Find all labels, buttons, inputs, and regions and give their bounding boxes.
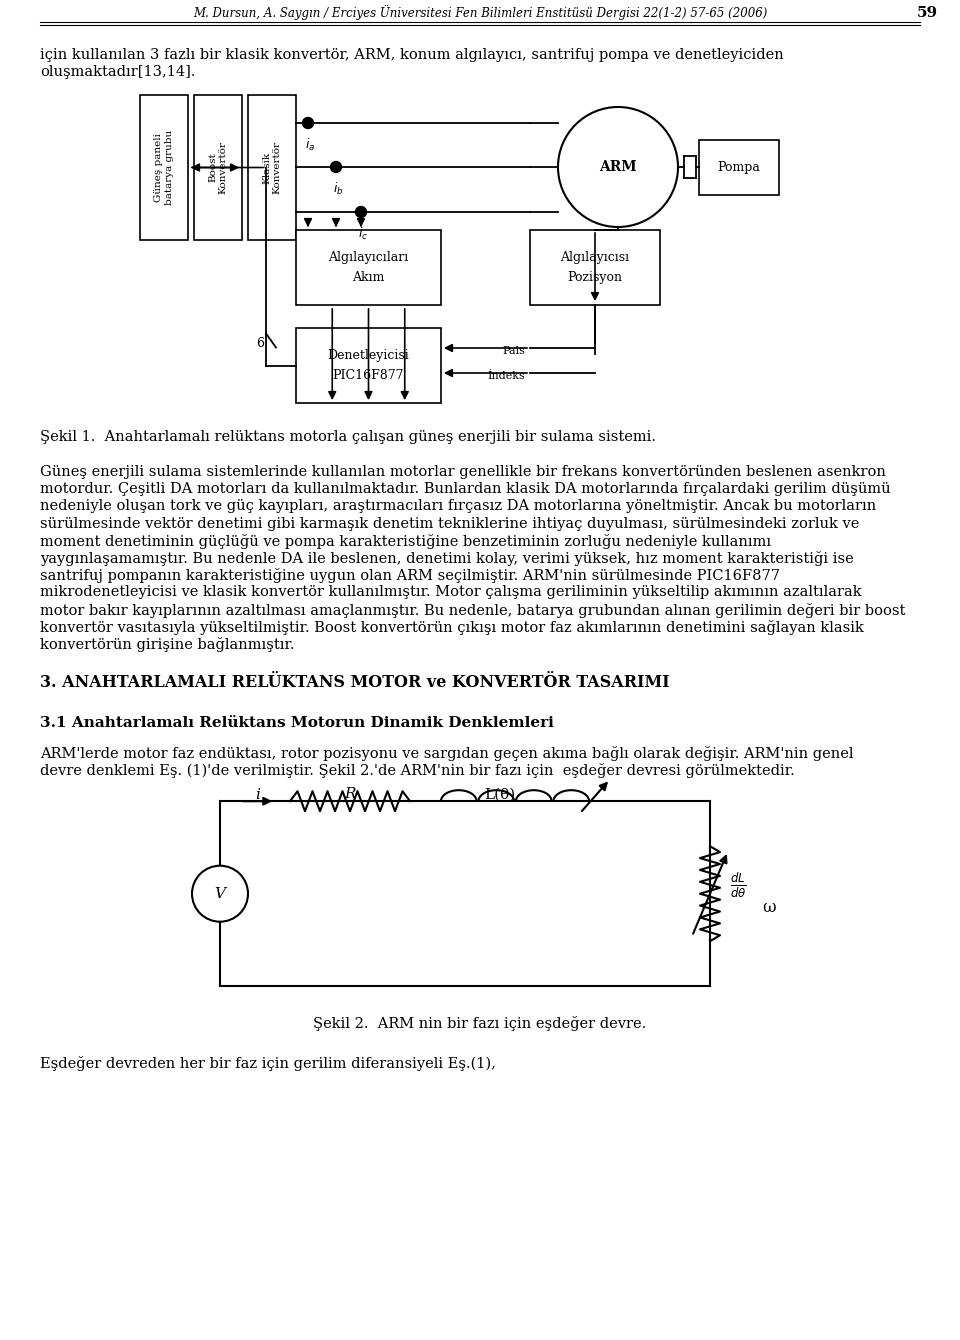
Circle shape <box>330 162 342 173</box>
Text: R: R <box>345 787 356 801</box>
Text: Algılayıcısı: Algılayıcısı <box>561 251 630 264</box>
Text: ARM: ARM <box>599 159 636 174</box>
Text: nedeniyle oluşan tork ve güç kayıpları, araştırmacıları fırçasız DA motorlarına : nedeniyle oluşan tork ve güç kayıpları, … <box>40 500 876 513</box>
Text: $i_c$: $i_c$ <box>358 226 368 243</box>
Text: motordur. Çeşitli DA motorları da kullanılmaktadır. Bunlardan klasik DA motorlar: motordur. Çeşitli DA motorları da kullan… <box>40 482 891 496</box>
Text: ω: ω <box>762 899 776 917</box>
Circle shape <box>558 107 678 226</box>
Text: Pompa: Pompa <box>717 161 760 174</box>
Text: 59: 59 <box>917 5 938 20</box>
Text: konvertör vasıtasıyla yükseltilmiştir. Boost konvertörün çıkışı motor faz akımla: konvertör vasıtasıyla yükseltilmiştir. B… <box>40 620 864 635</box>
Text: Pozisyon: Pozisyon <box>567 271 622 284</box>
Text: $\frac{dL}{d\theta}$: $\frac{dL}{d\theta}$ <box>730 871 747 900</box>
Text: Denetleyicisi: Denetleyicisi <box>327 348 409 362</box>
Text: Klasik
Konvertör: Klasik Konvertör <box>262 141 281 194</box>
Text: ARM'lerde motor faz endüktası, rotor pozisyonu ve sargıdan geçen akıma bağlı ola: ARM'lerde motor faz endüktası, rotor poz… <box>40 746 853 761</box>
Bar <box>140 95 188 240</box>
Bar <box>248 95 296 240</box>
Circle shape <box>192 866 248 922</box>
Circle shape <box>355 206 367 217</box>
Bar <box>194 95 242 240</box>
Text: V: V <box>214 887 226 900</box>
Text: oluşmaktadır[13,14].: oluşmaktadır[13,14]. <box>40 66 196 79</box>
Text: sürülmesinde vektör denetimi gibi karmaşık denetim tekniklerine ihtiyaç duyulmas: sürülmesinde vektör denetimi gibi karmaş… <box>40 517 859 531</box>
Text: Güneş enerjili sulama sistemlerinde kullanılan motorlar genellikle bir frekans k: Güneş enerjili sulama sistemlerinde kull… <box>40 465 886 478</box>
Bar <box>530 230 660 306</box>
Bar <box>699 139 779 196</box>
Text: M. Dursun, A. Saygın / Erciyes Üniversitesi Fen Bilimleri Enstitüsü Dergisi 22(1: M. Dursun, A. Saygın / Erciyes Üniversit… <box>193 5 767 20</box>
Text: 3. ANAHTARLAMALI RELÜKTANS MOTOR ve KONVERTÖR TASARIMI: 3. ANAHTARLAMALI RELÜKTANS MOTOR ve KONV… <box>40 674 670 691</box>
Text: yaygınlaşamamıştır. Bu nedenle DA ile beslenen, denetimi kolay, verimi yüksek, h: yaygınlaşamamıştır. Bu nedenle DA ile be… <box>40 551 853 565</box>
Text: devre denklemi Eş. (1)'de verilmiştir. Şekil 2.'de ARM'nin bir fazı için  eşdeğe: devre denklemi Eş. (1)'de verilmiştir. Ş… <box>40 764 795 779</box>
Text: İndeks: İndeks <box>488 371 525 381</box>
Text: 6: 6 <box>256 336 264 350</box>
Text: i: i <box>255 788 260 803</box>
Text: L(θ): L(θ) <box>485 787 516 801</box>
Text: için kullanılan 3 fazlı bir klasik konvertör, ARM, konum algılayıcı, santrifuj p: için kullanılan 3 fazlı bir klasik konve… <box>40 48 783 62</box>
Text: 3.1 Anahtarlamalı Relüktans Motorun Dinamik Denklemleri: 3.1 Anahtarlamalı Relüktans Motorun Dina… <box>40 716 554 730</box>
Text: Boost
Konvertör: Boost Konvertör <box>208 141 228 194</box>
Text: Algılayıcıları: Algılayıcıları <box>328 251 409 264</box>
Text: santrifuj pompanın karakteristiğine uygun olan ARM seçilmiştir. ARM'nin sürülmes: santrifuj pompanın karakteristiğine uygu… <box>40 568 780 583</box>
Text: Pals: Pals <box>502 346 525 356</box>
Text: mikrodenetleyicisi ve klasik konvertör kullanılmıştır. Motor çalışma geriliminin: mikrodenetleyicisi ve klasik konvertör k… <box>40 586 862 599</box>
Text: moment denetiminin güçlüğü ve pompa karakteristiğine benzetiminin zorluğu nedeni: moment denetiminin güçlüğü ve pompa kara… <box>40 533 771 549</box>
Text: PIC16F877: PIC16F877 <box>333 369 404 382</box>
Text: motor bakır kayıplarının azaltılması amaçlanmıştır. Bu nedenle, batarya grubunda: motor bakır kayıplarının azaltılması ama… <box>40 603 905 618</box>
Bar <box>296 230 441 306</box>
Text: $i_a$: $i_a$ <box>305 137 315 153</box>
Text: Güneş paneli
batarya grubu: Güneş paneli batarya grubu <box>155 130 174 205</box>
Text: Şekil 1.  Anahtarlamalı relüktans motorla çalışan güneş enerjili bir sulama sist: Şekil 1. Anahtarlamalı relüktans motorla… <box>40 430 656 444</box>
Text: Şekil 2.  ARM nin bir fazı için eşdeğer devre.: Şekil 2. ARM nin bir fazı için eşdeğer d… <box>313 1016 647 1032</box>
Text: Akım: Akım <box>352 271 385 284</box>
Circle shape <box>302 118 314 129</box>
Text: $i_b$: $i_b$ <box>333 181 344 197</box>
Text: konvertörün girişine bağlanmıştır.: konvertörün girişine bağlanmıştır. <box>40 636 295 653</box>
Bar <box>296 328 441 403</box>
Text: Eşdeğer devreden her bir faz için gerilim diferansiyeli Eş.(1),: Eşdeğer devreden her bir faz için gerili… <box>40 1056 496 1071</box>
